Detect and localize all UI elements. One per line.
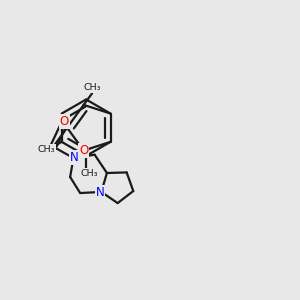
Text: CH₃: CH₃ [83,83,101,92]
Text: O: O [79,144,88,157]
Text: N: N [70,151,79,164]
Text: CH₃: CH₃ [80,169,98,178]
Text: O: O [60,115,69,128]
Text: N: N [95,186,104,199]
Text: CH₃: CH₃ [38,145,55,154]
